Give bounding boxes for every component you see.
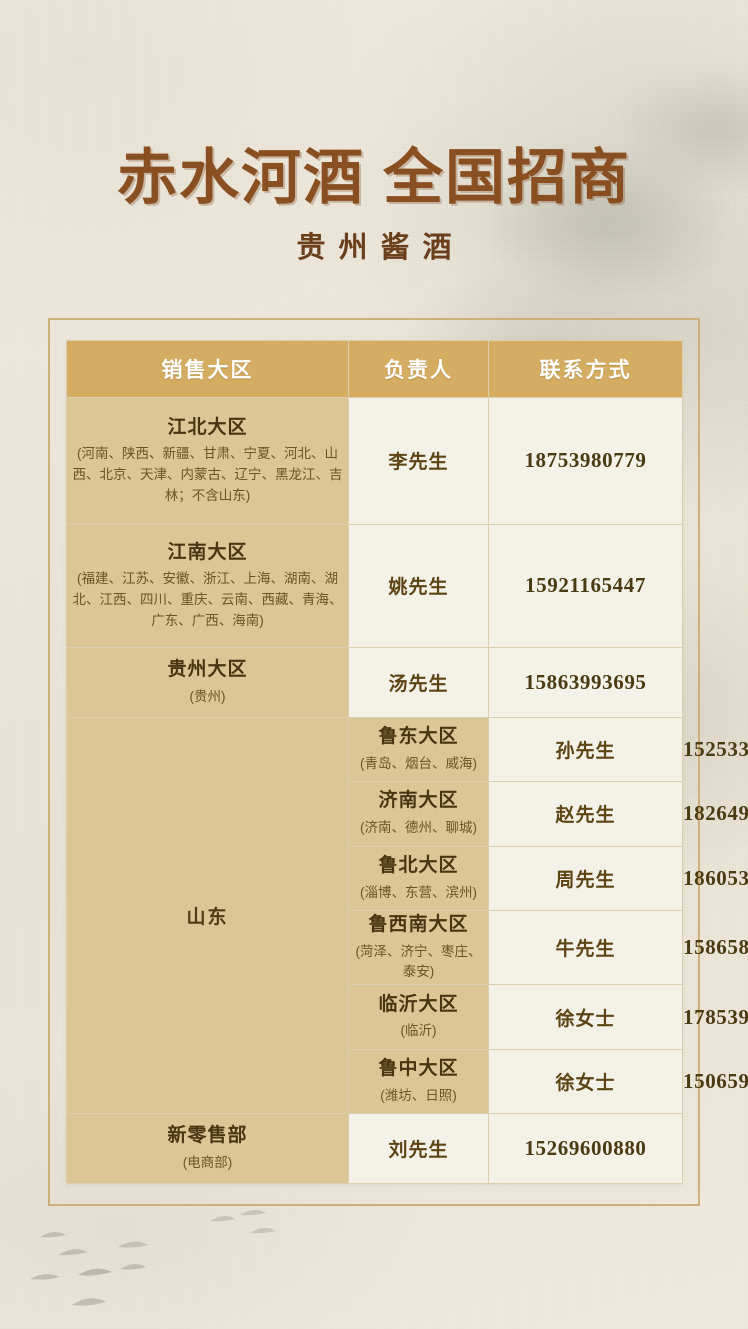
cell-person: 赵先生 xyxy=(488,781,683,847)
cell-region: 江南大区 (福建、江苏、安徽、浙江、上海、湖南、湖北、江西、四川、重庆、云南、西… xyxy=(66,523,349,648)
regions-table: 销售大区 负责人 联系方式 江北大区 (河南、陕西、新疆、甘肃、宁夏、河北、山西… xyxy=(66,340,748,1184)
table-row: 新零售部 (电商部) 刘先生 15269600880 xyxy=(66,1113,683,1184)
title-main: 赤水河酒 xyxy=(117,145,365,211)
region-name: 鲁东大区 xyxy=(378,725,459,747)
cell-region: 江北大区 (河南、陕西、新疆、甘肃、宁夏、河北、山西、北京、天津、内蒙古、辽宁、… xyxy=(66,397,349,525)
table-row: 贵州大区 (贵州) 汤先生 15863993695 xyxy=(66,646,683,718)
region-detail: (福建、江苏、安徽、浙江、上海、湖南、湖北、江西、四川、重庆、云南、西藏、青海、… xyxy=(72,571,343,629)
column-header-region: 销售大区 xyxy=(66,340,349,398)
region-detail: (河南、陕西、新疆、甘肃、宁夏、河北、山西、北京、天津、内蒙古、辽宁、黑龙江、吉… xyxy=(72,446,343,504)
cell-region: 鲁东大区 (青岛、烟台、威海) xyxy=(348,716,489,783)
region-name: 鲁北大区 xyxy=(378,855,459,876)
table-row: 江北大区 (河南、陕西、新疆、甘肃、宁夏、河北、山西、北京、天津、内蒙古、辽宁、… xyxy=(66,397,683,525)
cell-person: 刘先生 xyxy=(348,1113,489,1184)
region-name: 鲁中大区 xyxy=(378,1058,459,1080)
cell-region: 鲁西南大区 (菏泽、济宁、枣庄、泰安) xyxy=(348,910,489,986)
cell-person: 周先生 xyxy=(488,845,683,912)
table-row: 鲁西南大区 (菏泽、济宁、枣庄、泰安) 牛先生 15865826731 xyxy=(67,910,748,986)
column-header-person: 负责人 xyxy=(348,340,489,398)
flying-birds-icon xyxy=(30,1209,276,1306)
region-name: 贵州大区 xyxy=(167,658,248,680)
cell-person: 徐女士 xyxy=(488,984,683,1050)
table-row: 鲁北大区 (淄博、东营、滨州) 周先生 18605356206 xyxy=(67,845,748,912)
cell-phone[interactable]: 15269600880 xyxy=(488,1113,683,1184)
table-row: 鲁中大区 (潍坊、日照) 徐女士 15065959909 xyxy=(67,1048,748,1115)
region-name: 江南大区 xyxy=(167,541,248,563)
cell-person: 汤先生 xyxy=(348,646,489,718)
cell-region: 鲁中大区 (潍坊、日照) xyxy=(348,1048,489,1115)
cell-phone[interactable]: 18753980779 xyxy=(488,397,683,525)
region-name: 临沂大区 xyxy=(378,993,459,1015)
cell-region: 临沂大区 (临沂) xyxy=(348,984,489,1050)
table-row: 山东 鲁东大区 (青岛、烟台、威海) 孙先生 15253316799 xyxy=(66,716,748,1115)
table-header-row: 销售大区 负责人 联系方式 xyxy=(66,340,683,398)
title-second: 全国招商 xyxy=(383,145,631,211)
cell-region: 新零售部 (电商部) xyxy=(66,1113,349,1184)
region-name: 江北大区 xyxy=(167,416,248,438)
region-name: 新零售部 xyxy=(167,1125,248,1147)
region-group-label-shandong: 山东 xyxy=(66,716,349,1115)
cell-region: 鲁北大区 (淄博、东营、滨州) xyxy=(348,845,489,912)
region-detail: (贵州) xyxy=(189,688,226,704)
region-name: 济南大区 xyxy=(378,790,459,812)
cell-person: 李先生 xyxy=(348,397,489,525)
region-detail: (济南、德州、聊城) xyxy=(360,820,477,836)
poster-header: 赤水河酒 全国招商 贵州酱酒 xyxy=(0,0,748,263)
table-row: 济南大区 (济南、德州、聊城) 赵先生 18264931717 xyxy=(67,781,748,847)
cell-region: 贵州大区 (贵州) xyxy=(66,646,349,718)
region-detail: (潍坊、日照) xyxy=(380,1087,457,1103)
cell-person: 牛先生 xyxy=(488,910,683,986)
cell-region: 济南大区 (济南、德州、聊城) xyxy=(348,781,489,847)
table-row: 临沂大区 (临沂) 徐女士 17853940111 xyxy=(67,984,748,1050)
table-row: 江南大区 (福建、江苏、安徽、浙江、上海、湖南、湖北、江西、四川、重庆、云南、西… xyxy=(66,523,683,648)
page-title: 赤水河酒 全国招商 xyxy=(0,148,748,208)
table-outer-frame xyxy=(48,318,700,1206)
region-detail: (临沂) xyxy=(400,1023,437,1039)
region-detail: (菏泽、济宁、枣庄、泰安) xyxy=(355,943,482,980)
region-detail: (电商部) xyxy=(182,1155,233,1170)
cell-phone[interactable]: 15921165447 xyxy=(488,523,683,648)
page-subtitle: 贵州酱酒 xyxy=(296,232,465,264)
table-head: 销售大区 负责人 联系方式 xyxy=(66,340,683,398)
cell-person: 孙先生 xyxy=(488,716,683,783)
cell-person: 徐女士 xyxy=(488,1048,683,1115)
region-detail: (青岛、烟台、威海) xyxy=(360,755,477,771)
column-header-phone: 联系方式 xyxy=(488,340,683,398)
region-detail: (淄博、东营、滨州) xyxy=(360,884,477,900)
region-name: 鲁西南大区 xyxy=(368,913,469,935)
table-body: 江北大区 (河南、陕西、新疆、甘肃、宁夏、河北、山西、北京、天津、内蒙古、辽宁、… xyxy=(66,397,748,1184)
regions-table-container: 销售大区 负责人 联系方式 江北大区 (河南、陕西、新疆、甘肃、宁夏、河北、山西… xyxy=(66,340,748,1184)
cell-person: 姚先生 xyxy=(348,523,489,648)
cell-phone[interactable]: 15863993695 xyxy=(488,646,683,718)
